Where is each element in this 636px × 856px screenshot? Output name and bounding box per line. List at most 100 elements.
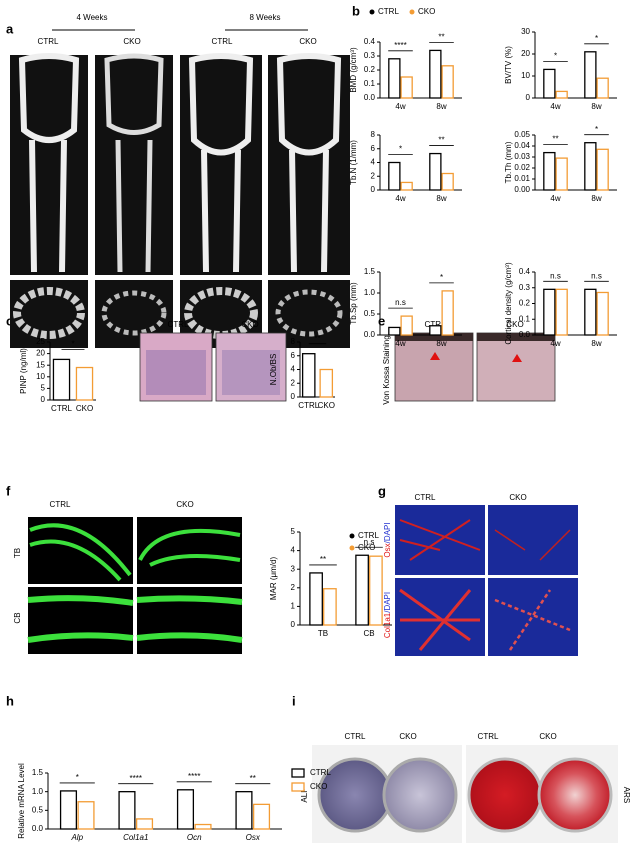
bar [543, 68, 556, 99]
bar [59, 790, 78, 830]
y-tick-label: 2 [371, 171, 376, 180]
y-tick-label: 8 [371, 130, 376, 139]
stain-image [394, 332, 474, 402]
col-label: CKO [509, 493, 526, 502]
x-tick-label: Ocn [187, 833, 202, 842]
y-tick-label: 0.4 [364, 37, 376, 46]
legend-marker [291, 768, 305, 778]
stain-label: Von Kossa Staining [382, 335, 391, 404]
bar [388, 326, 401, 336]
x-tick-label: 4w [395, 102, 405, 111]
calcein-images [27, 517, 243, 654]
significance-label: * [76, 773, 79, 782]
x-tick-label: Col1a1 [123, 833, 148, 842]
col-label: CTRL [415, 493, 436, 502]
bar [252, 803, 271, 830]
cortex [395, 333, 473, 341]
panel-letter: b [352, 3, 360, 18]
y-tick-label: 4 [291, 546, 296, 555]
bar [355, 554, 369, 626]
bar [400, 76, 413, 99]
y-tick-label: 0.3 [519, 283, 531, 292]
y-tick-label: 8 [291, 337, 296, 346]
x-tick-label: 8w [436, 194, 446, 203]
col-label: CKO [123, 37, 140, 46]
y-axis-label: BMD (g/cm³) [349, 47, 358, 93]
col-label: CTRL [50, 500, 71, 509]
row-label: CB [13, 612, 22, 623]
y-tick-label: 0.2 [519, 299, 531, 308]
y-tick-label: 0.04 [514, 141, 530, 150]
well-images [312, 745, 618, 843]
significance-label: n.s [591, 271, 602, 280]
x-tick-label: 4w [395, 194, 405, 203]
y-axis-label: Cortical density (g/cm³) [504, 262, 513, 345]
y-axis-label: MAR (μm/d) [269, 557, 278, 601]
significance-label: n.s [395, 298, 406, 307]
bar [52, 358, 71, 401]
y-tick-label: 0.0 [519, 330, 531, 339]
bar [319, 368, 334, 398]
bar [441, 65, 454, 99]
significance-label: ** [438, 136, 444, 145]
y-tick-label: 0.5 [32, 805, 44, 814]
col-label: CTRL [168, 320, 189, 329]
panel-letter: i [292, 693, 296, 708]
x-tick-label: Osx [246, 833, 261, 842]
bar [596, 148, 609, 191]
y-tick-label: 0.00 [514, 185, 530, 194]
legend-label: CKO [310, 782, 327, 791]
bar [555, 157, 568, 191]
y-tick-label: 2 [291, 583, 296, 592]
bar [323, 588, 337, 626]
y-tick-label: 10 [36, 372, 45, 381]
y-tick-label: 0.2 [364, 65, 376, 74]
legend-label: CTRL [358, 531, 379, 540]
significance-label: ** [552, 135, 558, 144]
x-tick-label: CTRL [298, 401, 319, 410]
group-label: 8 Weeks [250, 13, 281, 22]
y-tick-label: 1.0 [364, 288, 376, 297]
significance-label: * [595, 125, 598, 134]
marrow [222, 350, 280, 395]
legend-marker [349, 533, 355, 539]
x-tick-label: 4w [550, 102, 560, 111]
y-tick-label: 20 [521, 49, 530, 58]
bar [369, 555, 383, 626]
if-images [395, 505, 578, 656]
legend-marker [349, 545, 355, 551]
bar [441, 290, 454, 336]
bar [77, 801, 95, 830]
y-tick-label: 0.1 [519, 314, 531, 323]
bar [309, 572, 323, 626]
bar [118, 791, 136, 830]
y-tick-label: 0.0 [32, 824, 44, 833]
legend-marker [291, 782, 305, 792]
bar [176, 789, 195, 830]
y-tick-label: 30 [521, 27, 530, 36]
y-tick-label: 25 [36, 337, 45, 346]
bar [584, 51, 597, 99]
y-tick-label: 0 [291, 620, 296, 629]
x-tick-label: 8w [436, 102, 446, 111]
stain-name: /DAPI [383, 522, 392, 543]
y-axis-label: Tb.Th (mm) [504, 141, 513, 183]
legend-label: CTRL [310, 768, 331, 777]
col-label: CTRL [425, 320, 446, 329]
bar [301, 353, 316, 398]
group-label: 4 Weeks [77, 13, 108, 22]
significance-label: **** [394, 41, 406, 50]
bar [75, 366, 94, 401]
y-tick-label: 0.0 [364, 330, 376, 339]
y-tick-label: 5 [41, 384, 46, 393]
col-label: CKO [299, 37, 316, 46]
x-tick-label: 8w [591, 194, 601, 203]
significance-label: n.s [550, 271, 561, 280]
row-label: ALP [300, 787, 309, 802]
y-tick-label: 6 [371, 144, 376, 153]
y-tick-label: 4 [371, 158, 376, 167]
x-tick-label: 4w [395, 339, 405, 348]
x-tick-label: 8w [591, 102, 601, 111]
significance-label: * [399, 145, 402, 154]
